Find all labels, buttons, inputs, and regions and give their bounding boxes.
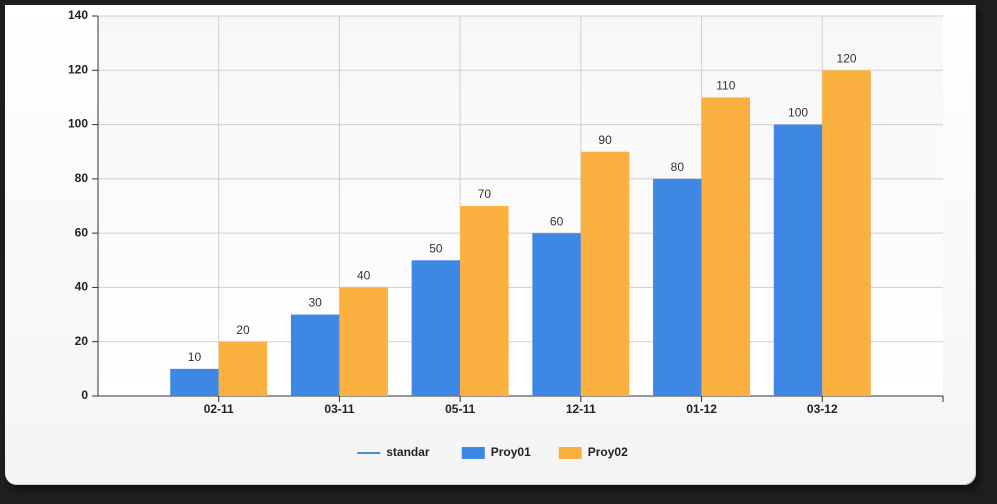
bar [290, 314, 340, 396]
bar [170, 368, 219, 396]
value-label: 40 [357, 269, 371, 283]
value-label: 30 [308, 296, 322, 310]
x-tick-label: 03-11 [324, 402, 354, 416]
x-tick-label: 02-11 [204, 402, 234, 416]
value-label: 110 [716, 79, 735, 93]
bar [460, 206, 509, 396]
y-tick-label: 60 [75, 225, 89, 239]
x-tick-label: 12-11 [566, 402, 596, 416]
bar [773, 124, 823, 397]
y-tick-label: 140 [68, 8, 88, 22]
x-tick-label: 01-12 [686, 402, 717, 416]
legend-label: standar [386, 445, 430, 459]
value-label: 50 [429, 241, 443, 255]
legend-swatch [558, 447, 582, 459]
y-tick-label: 100 [68, 117, 88, 131]
bar [218, 341, 268, 396]
bar [580, 151, 630, 396]
bar [701, 97, 751, 396]
x-tick-label: 03-12 [807, 402, 838, 416]
y-tick-label: 0 [81, 388, 88, 402]
bar [653, 178, 702, 396]
x-tick-label: 05-11 [445, 402, 475, 416]
bar [532, 233, 581, 396]
value-label: 70 [478, 187, 492, 201]
value-label: 100 [788, 106, 808, 120]
bar [822, 70, 871, 397]
legend-label: Proy01 [491, 445, 531, 459]
y-tick-label: 40 [75, 280, 89, 294]
bar [339, 287, 388, 396]
y-tick-label: 80 [75, 171, 89, 185]
value-label: 10 [188, 350, 202, 364]
value-label: 20 [236, 323, 250, 337]
bar [411, 260, 461, 396]
value-label: 80 [671, 160, 685, 174]
y-tick-label: 120 [68, 62, 88, 76]
value-label: 90 [598, 133, 612, 147]
legend-label: Proy02 [588, 445, 628, 459]
value-label: 60 [550, 214, 564, 228]
value-label: 120 [837, 51, 857, 65]
legend-swatch [461, 447, 485, 459]
y-tick-label: 20 [75, 334, 89, 348]
